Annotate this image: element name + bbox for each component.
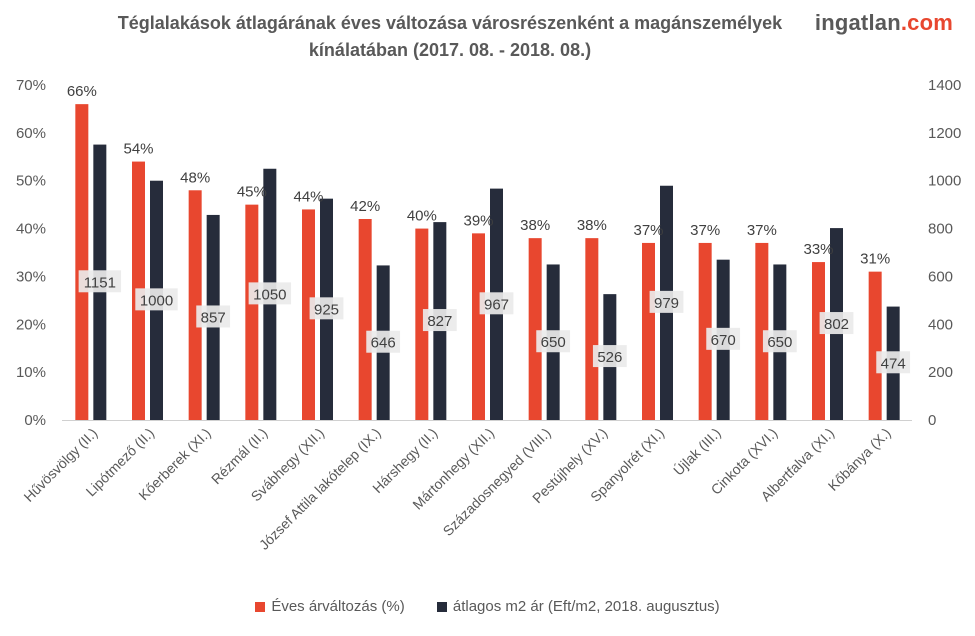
bar-pct [698,242,712,420]
y-left-tick-label: 60% [16,125,46,142]
data-label-pct: 66% [67,83,97,100]
data-label-bg [762,330,797,353]
data-label-pct: 38% [577,217,607,234]
legend-swatch-pct [255,601,266,612]
y-left-tick-label: 20% [16,316,46,333]
bar-pct [358,219,372,420]
data-label-pct: 39% [463,212,493,229]
brand-logo-name: ingatlan [814,10,901,35]
bar-pct [585,238,599,420]
y-right-tick-label: 200 [928,364,953,381]
data-label-pct: 45% [237,184,267,201]
chart-title-line1: Téglalakások átlagárának éves változása … [117,13,783,33]
data-label-bg [422,309,457,332]
y-left-tick-label: 0% [24,412,46,429]
bar-pct [188,190,202,420]
category-label: József Attila lakótelep (IX.) [256,425,384,553]
data-label-pct: 40% [407,208,437,225]
data-label-pct: 33% [803,241,833,258]
data-label-price: 802 [824,316,849,333]
data-label-pct: 42% [350,198,380,215]
data-label-price: 979 [654,295,679,312]
data-label-pct: 54% [123,141,153,158]
brand-logo: ingatlan.com [815,10,953,36]
data-label-price: 650 [541,334,566,351]
data-label-price: 1151 [84,274,116,291]
data-label-price: 1050 [253,286,286,303]
y-left-tick-label: 50% [16,173,46,190]
bar-pct [812,262,825,420]
data-label-price: 857 [201,309,226,326]
y-left-tick-label: 30% [16,268,46,285]
category-label: Újlak (III.) [670,425,724,479]
legend: Éves árváltozás (%) átlagos m2 ár (Eft/m… [0,598,975,616]
brand-logo-domain: .com [900,10,953,35]
data-label-pct: 44% [293,188,323,205]
bar-pct [868,271,882,420]
data-label-bg [819,312,854,335]
data-label-price: 474 [881,355,906,372]
y-right-tick-label: 1000 [928,173,961,190]
data-label-price: 646 [371,335,396,352]
data-label-bg [196,305,231,328]
bar-pct [472,233,485,420]
chart-title: Téglalakások átlagárának éves változása … [40,10,860,64]
legend-label-pct: Éves árváltozás (%) [271,598,405,615]
data-label-bg [78,270,122,293]
category-label: Rézmál (II.) [208,425,270,487]
y-right-tick-label: 1200 [928,125,961,142]
data-label-price: 967 [484,296,509,313]
y-right-tick-label: 800 [928,221,953,238]
bar-pct [528,238,542,420]
data-label-bg [592,345,627,368]
data-label-bg [649,290,684,313]
legend-item-price: átlagos m2 ár (Eft/m2, 2018. augusztus) [436,598,720,615]
y-right-tick-label: 400 [928,316,953,333]
y-left-tick-label: 10% [16,364,46,381]
data-label-bg [135,288,178,311]
data-label-pct: 37% [633,222,663,239]
data-label-price: 1000 [140,292,173,309]
legend-swatch-price [436,601,447,612]
data-label-pct: 38% [520,217,550,234]
data-label-pct: 48% [180,169,210,186]
category-label: Századosnegyed (VIII.) [440,425,554,539]
data-label-price: 827 [427,313,452,330]
bar-pct [642,242,655,420]
data-label-bg [309,297,344,320]
y-left-tick-label: 40% [16,221,46,238]
data-label-bg [876,351,911,374]
data-label-pct: 31% [860,251,890,268]
data-label-pct: 37% [690,222,720,239]
y-right-tick-label: 0 [928,412,936,429]
bar-pct [415,228,429,420]
bar-pct [755,242,769,420]
data-label-bg [248,282,292,305]
data-label-bg [706,327,741,350]
bar-pct [245,204,259,420]
data-label-bg [479,292,514,315]
data-label-pct: 37% [747,222,777,239]
data-label-bg [536,330,571,353]
data-label-price: 925 [314,301,339,318]
data-label-price: 670 [711,332,736,349]
y-right-tick-label: 1400 [928,77,961,94]
y-left-tick-label: 70% [16,77,46,94]
chart-title-line2: kínálatában (2017. 08. - 2018. 08.) [308,40,592,60]
bar-pct [302,209,315,420]
y-right-tick-label: 600 [928,268,953,285]
data-label-price: 526 [597,349,622,366]
data-label-bg [366,330,401,353]
legend-item-pct: Éves árváltozás (%) [255,598,405,615]
bar-pct [75,104,89,421]
data-label-price: 650 [767,334,792,351]
legend-label-price: átlagos m2 ár (Eft/m2, 2018. augusztus) [452,598,720,615]
